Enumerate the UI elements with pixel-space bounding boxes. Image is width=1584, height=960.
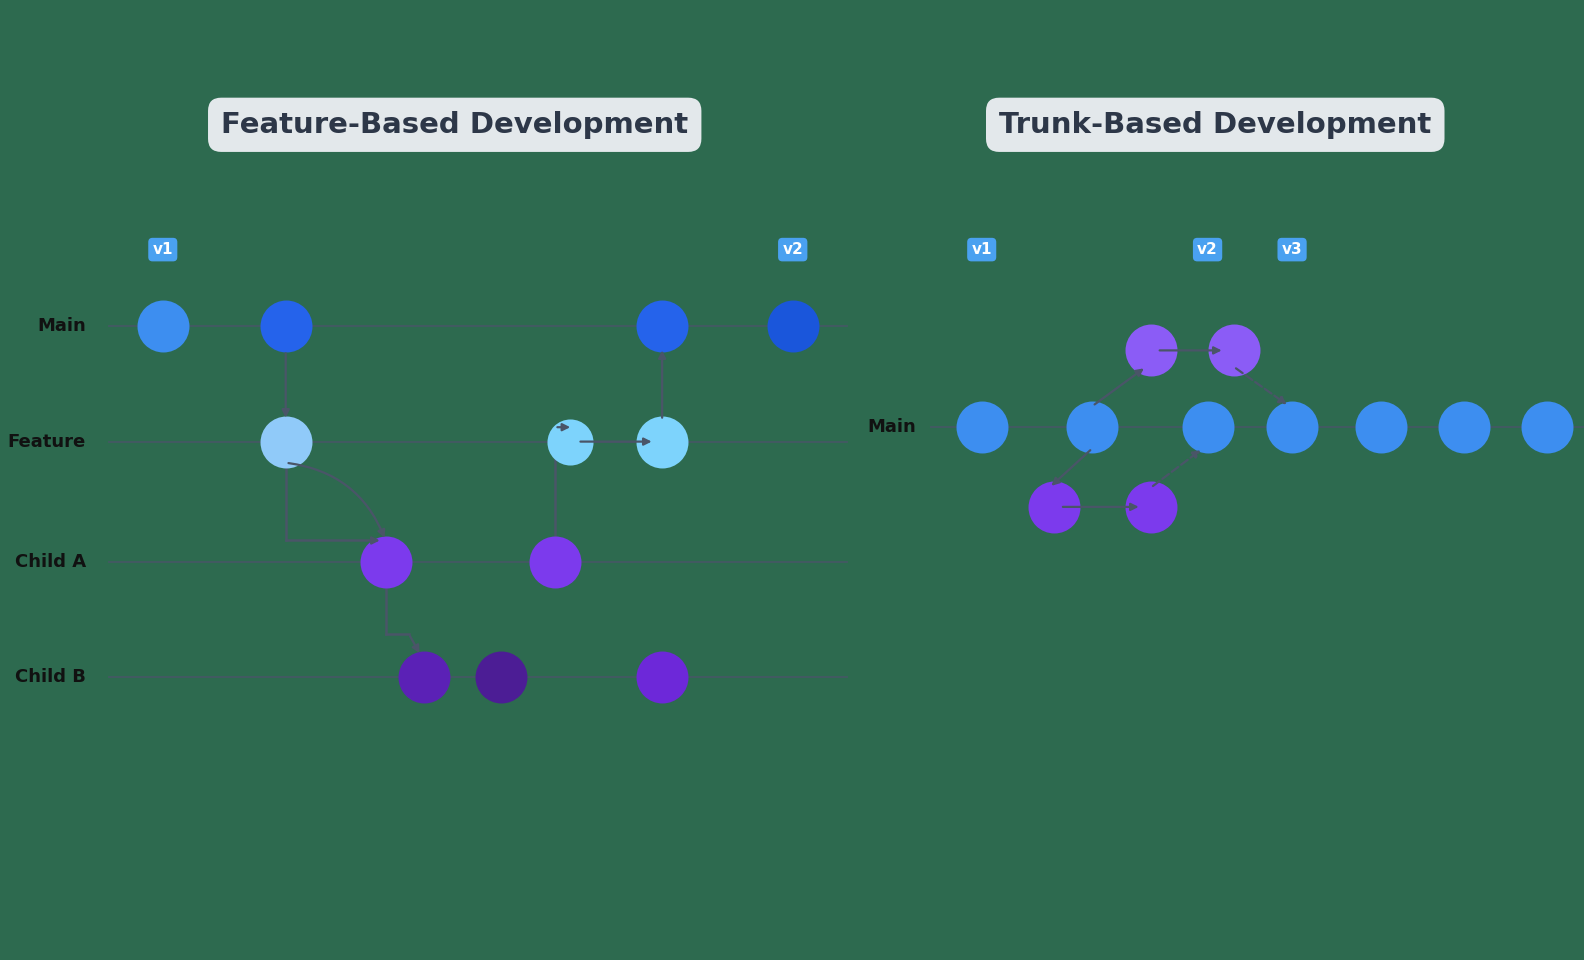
Text: Feature: Feature	[8, 433, 86, 450]
Text: Main: Main	[866, 419, 916, 436]
Text: v2: v2	[1198, 242, 1218, 257]
Text: Feature-Based Development: Feature-Based Development	[222, 110, 689, 139]
Point	[1221, 343, 1247, 358]
Text: Trunk-Based Development: Trunk-Based Development	[1000, 110, 1432, 139]
Text: Child B: Child B	[16, 668, 86, 685]
Point	[542, 554, 567, 569]
Point	[649, 669, 675, 684]
Point	[1369, 420, 1394, 435]
Text: Main: Main	[36, 318, 86, 335]
Point	[779, 319, 805, 334]
Text: v1: v1	[152, 242, 173, 257]
Text: Child A: Child A	[14, 553, 86, 570]
Point	[1137, 343, 1163, 358]
Text: v3: v3	[1281, 242, 1302, 257]
Point	[1535, 420, 1560, 435]
Point	[272, 434, 298, 449]
Point	[412, 669, 437, 684]
Point	[272, 319, 298, 334]
Point	[1137, 499, 1163, 515]
Point	[969, 420, 995, 435]
Text: v1: v1	[971, 242, 992, 257]
Point	[1451, 420, 1476, 435]
Point	[1194, 420, 1220, 435]
Point	[488, 669, 513, 684]
Point	[372, 554, 398, 569]
Point	[1280, 420, 1305, 435]
Text: v2: v2	[782, 242, 803, 257]
Point	[649, 319, 675, 334]
Point	[1041, 499, 1066, 515]
Point	[1080, 420, 1106, 435]
Point	[150, 319, 176, 334]
Point	[558, 434, 583, 449]
Point	[649, 434, 675, 449]
